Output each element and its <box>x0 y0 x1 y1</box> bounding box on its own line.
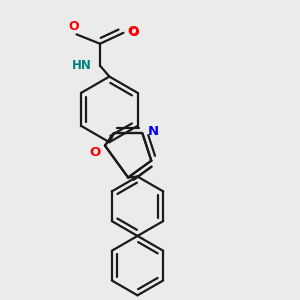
Text: O: O <box>128 26 139 39</box>
Text: O: O <box>127 25 138 38</box>
Text: HN: HN <box>72 59 92 72</box>
Text: O: O <box>69 20 80 33</box>
Text: O: O <box>89 146 100 159</box>
Text: N: N <box>148 125 159 138</box>
